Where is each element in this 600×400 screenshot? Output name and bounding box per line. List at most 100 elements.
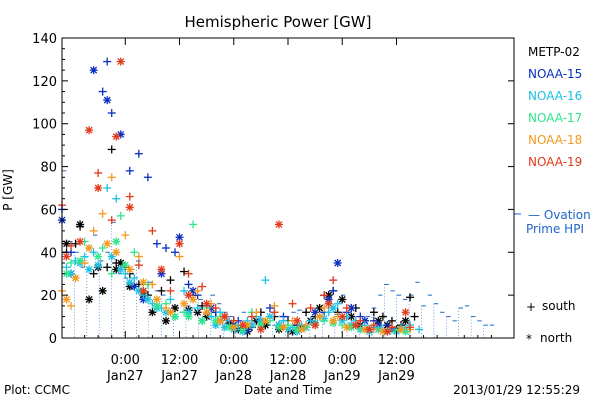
y-tick-label-100: 100 [32, 118, 57, 133]
point-metp-02-south [180, 267, 189, 276]
legend-entry-noaa-16: NOAA-16 [528, 89, 582, 103]
point-noaa-19-south [125, 192, 134, 201]
x-tick-time-label: 12:00 [161, 353, 198, 368]
point-metp-02-south [166, 276, 175, 285]
point-noaa-18-north [103, 239, 112, 248]
point-noaa-19-south [211, 304, 220, 312]
point-noaa-19-north [383, 327, 392, 336]
point-noaa-19-north [324, 299, 333, 308]
point-noaa-19-north [85, 126, 94, 135]
point-noaa-16-south [89, 248, 98, 257]
x-tick-date-label: Jan28 [214, 369, 252, 384]
point-noaa-15-south [329, 286, 338, 295]
point-noaa-18-south [252, 308, 261, 317]
point-noaa-16-north [125, 278, 134, 287]
point-noaa-19-north [157, 265, 166, 274]
legend-entry-noaa-15: NOAA-15 [528, 67, 582, 81]
point-noaa-18-north [261, 316, 270, 325]
point-noaa-17-north [76, 256, 85, 265]
point-noaa-17-south [98, 244, 107, 252]
point-noaa-18-south [134, 252, 143, 261]
legend-entry-noaa-18: NOAA-18 [528, 133, 582, 147]
point-noaa-18-south [107, 173, 116, 182]
point-noaa-18-south [80, 259, 89, 267]
point-noaa-19-south [356, 316, 365, 325]
point-noaa-19-south [329, 276, 338, 285]
y-axis-label: P [GW] [1, 169, 15, 211]
north-label: north [540, 331, 572, 345]
ovation-label-line2: Prime HPI [526, 222, 584, 236]
point-noaa-19-north [238, 321, 247, 330]
north-marker-symbol: * [526, 332, 532, 346]
point-metp-02-north [161, 316, 170, 325]
point-noaa-16-south [166, 295, 175, 304]
point-noaa-19-south [166, 286, 175, 295]
point-noaa-18-north [71, 274, 80, 282]
point-noaa-19-north [116, 57, 125, 66]
point-noaa-19-north [311, 321, 320, 330]
point-noaa-15-south [161, 244, 170, 252]
point-noaa-16-south [193, 304, 202, 312]
point-noaa-19-north [76, 237, 85, 246]
point-noaa-18-north [342, 323, 351, 332]
point-noaa-15-south [265, 304, 274, 312]
point-metp-02-north [338, 295, 347, 304]
point-noaa-15-north [103, 96, 112, 105]
x-tick-date-label: Jan29 [377, 369, 415, 384]
point-noaa-18-south [320, 304, 329, 312]
y-tick-label-40: 40 [40, 246, 57, 261]
point-noaa-19-south [406, 323, 415, 332]
x-tick-date-label: Jan27 [160, 369, 198, 384]
point-noaa-18-south [67, 301, 76, 310]
point-noaa-19-south [270, 308, 279, 317]
point-noaa-18-north [112, 248, 121, 257]
point-noaa-17-north [198, 316, 207, 325]
point-noaa-17-south [130, 248, 139, 257]
point-noaa-18-south [161, 304, 170, 312]
point-noaa-19-south [320, 291, 329, 300]
x-axis: 0:00Jan2712:00Jan270:00Jan2812:00Jan280:… [84, 38, 492, 384]
y-tick-label-140: 140 [32, 32, 57, 47]
point-noaa-16-north [85, 265, 94, 274]
point-metp-02-north [76, 220, 85, 229]
point-noaa-18-north [329, 316, 338, 325]
y-tick-label-0: 0 [49, 332, 57, 347]
point-metp-02-south [157, 286, 166, 295]
point-noaa-17-north [293, 325, 302, 334]
point-noaa-16-south [261, 276, 270, 285]
point-noaa-15-south [134, 149, 143, 158]
point-metp-02-south [302, 308, 311, 317]
point-noaa-18-north [62, 295, 71, 304]
point-noaa-18-north [180, 299, 189, 308]
point-noaa-16-south [103, 184, 112, 192]
point-noaa-18-north [189, 295, 198, 304]
point-metp-02-south [410, 312, 419, 321]
ovation-label-line1: — Ovation [528, 208, 591, 222]
point-noaa-18-north [166, 308, 175, 317]
point-noaa-19-south [247, 312, 256, 321]
chart-title: Hemispheric Power [GW] [185, 13, 372, 31]
scatter-marks [58, 57, 424, 336]
point-noaa-16-south [415, 325, 424, 334]
point-noaa-17-south [107, 269, 116, 278]
point-noaa-15-south [184, 280, 193, 289]
point-metp-02-north [98, 286, 107, 295]
point-noaa-18-north [279, 323, 288, 332]
point-noaa-19-south [306, 304, 315, 312]
point-noaa-18-south [89, 226, 98, 235]
point-noaa-16-south [121, 269, 130, 278]
y-tick-label-20: 20 [40, 289, 57, 304]
point-noaa-15-south [107, 109, 116, 117]
x-tick-date-label: Jan28 [269, 369, 307, 384]
plot-credit: Plot: CCMC [4, 383, 70, 397]
y-tick-label-60: 60 [40, 203, 57, 218]
point-noaa-16-south [207, 312, 216, 321]
point-noaa-15-south [98, 87, 107, 96]
point-noaa-19-south [67, 241, 76, 250]
point-metp-02-south [406, 293, 415, 302]
point-noaa-19-north [256, 325, 265, 334]
point-metp-02-south [103, 263, 112, 272]
timestamp: 2013/01/29 12:55:29 [453, 383, 580, 397]
x-tick-time-label: 12:00 [378, 353, 415, 368]
